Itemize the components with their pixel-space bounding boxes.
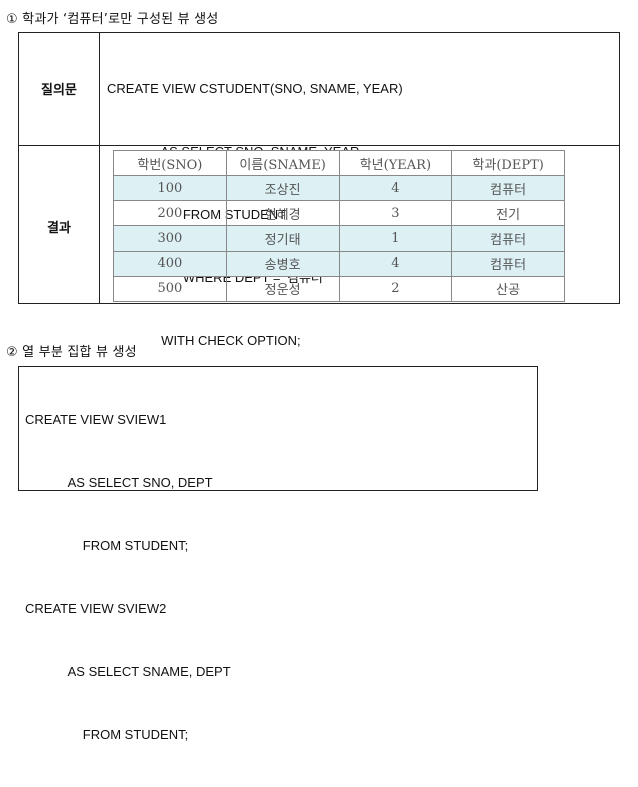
row-divider bbox=[19, 145, 619, 146]
table-row: 300 정기태 1 컴퓨터 bbox=[113, 225, 565, 252]
view-code-box: CREATE VIEW SVIEW1 AS SELECT SNO, DEPT F… bbox=[18, 366, 538, 742]
cell-year: 1 bbox=[338, 225, 453, 252]
section2-heading: ② 열 부분 집합 뷰 생성 bbox=[6, 345, 137, 360]
query-line: CREATE VIEW CSTUDENT(SNO, SNAME, YEAR) bbox=[107, 81, 403, 96]
cell-sname: 송병호 bbox=[225, 250, 340, 277]
table-row: 500 정운성 2 산공 bbox=[113, 275, 565, 303]
header-year: 학년(YEAR) bbox=[338, 149, 453, 177]
table-row: 400 송병호 4 컴퓨터 bbox=[113, 250, 565, 277]
cell-year: 4 bbox=[338, 250, 453, 277]
code-line: AS SELECT SNAME, DEPT bbox=[25, 664, 231, 679]
cell-sname: 현혜경 bbox=[225, 200, 340, 227]
result-table: 학번(SNO) 이름(SNAME) 학년(YEAR) 학과(DEPT) 100 … bbox=[113, 149, 565, 303]
cell-dept: 산공 bbox=[451, 275, 565, 303]
code-line: AS SELECT SNO, DEPT bbox=[25, 475, 213, 490]
cell-sname: 정기태 bbox=[225, 225, 340, 252]
cell-dept: 컴퓨터 bbox=[451, 175, 565, 202]
cell-year: 3 bbox=[338, 200, 453, 227]
cell-year: 2 bbox=[338, 275, 453, 303]
header-sno: 학번(SNO) bbox=[113, 149, 227, 177]
result-label: 결과 bbox=[47, 221, 71, 236]
cell-sno: 500 bbox=[113, 275, 227, 303]
cell-dept: 컴퓨터 bbox=[451, 225, 565, 252]
cell-sname: 조상진 bbox=[225, 175, 340, 202]
query-label: 질의문 bbox=[41, 83, 77, 98]
header-sname: 이름(SNAME) bbox=[225, 149, 340, 177]
cell-sno: 100 bbox=[113, 175, 227, 202]
table-header-row: 학번(SNO) 이름(SNAME) 학년(YEAR) 학과(DEPT) bbox=[113, 149, 565, 177]
cell-dept: 전기 bbox=[451, 200, 565, 227]
cell-dept: 컴퓨터 bbox=[451, 250, 565, 277]
section1-heading: ① 학과가 ‘컴퓨터’로만 구성된 뷰 생성 bbox=[6, 12, 219, 27]
query-line: WITH CHECK OPTION; bbox=[107, 333, 301, 348]
cell-sname: 정운성 bbox=[225, 275, 340, 303]
code-line: CREATE VIEW SVIEW1 bbox=[25, 412, 167, 427]
column-divider bbox=[99, 33, 100, 303]
cell-sno: 200 bbox=[113, 200, 227, 227]
view-code: CREATE VIEW SVIEW1 AS SELECT SNO, DEPT F… bbox=[25, 367, 231, 787]
header-dept: 학과(DEPT) bbox=[451, 149, 565, 177]
cell-sno: 300 bbox=[113, 225, 227, 252]
code-line: CREATE VIEW SVIEW2 bbox=[25, 601, 167, 616]
table-row: 100 조상진 4 컴퓨터 bbox=[113, 175, 565, 202]
code-line: FROM STUDENT; bbox=[25, 538, 189, 553]
code-line: FROM STUDENT; bbox=[25, 727, 189, 742]
cell-sno: 400 bbox=[113, 250, 227, 277]
cell-year: 4 bbox=[338, 175, 453, 202]
table-row: 200 현혜경 3 전기 bbox=[113, 200, 565, 227]
